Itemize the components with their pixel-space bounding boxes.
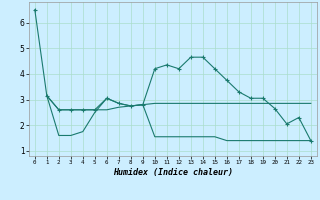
X-axis label: Humidex (Indice chaleur): Humidex (Indice chaleur) (113, 168, 233, 177)
